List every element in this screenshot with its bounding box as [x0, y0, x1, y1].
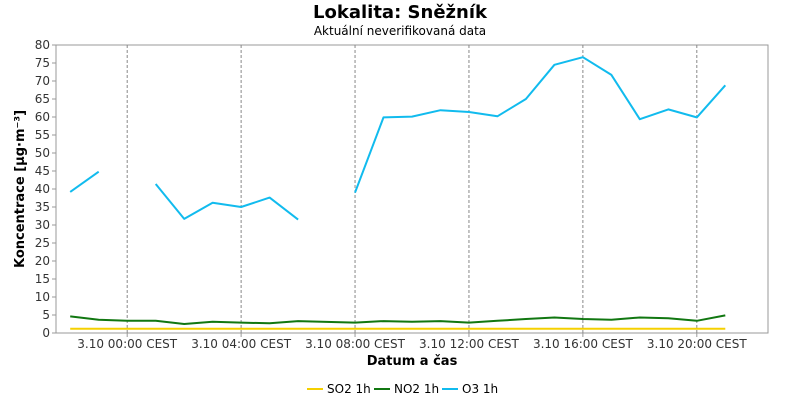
y-axis-ticks: 0 5 10 15 20 25 30 35 40 45 50 55 60 65 70 75 80: [35, 38, 56, 340]
x-axis-title: Datum a čas: [367, 354, 458, 369]
y-tick-label: 55: [35, 128, 50, 142]
x-tick-label: 3.10 08:00 CEST: [305, 337, 406, 351]
x-tick-label: 3.10 20:00 CEST: [647, 337, 748, 351]
series-line-o3: [69, 170, 100, 193]
y-tick-label: 30: [35, 218, 50, 232]
y-tick-label: 5: [42, 308, 50, 322]
y-tick-label: 70: [35, 74, 50, 88]
x-axis-ticks: 3.10 00:00 CEST 3.10 04:00 CEST 3.10 08:00…: [77, 333, 747, 351]
x-tick-label: 3.10 16:00 CEST: [533, 337, 634, 351]
y-tick-label: 35: [35, 200, 50, 214]
y-tick-label: 15: [35, 272, 50, 286]
y-axis-title: Koncentrace [µg·m⁻³]: [13, 110, 28, 268]
plot-area: [55, 44, 769, 334]
x-tick-label: 3.10 04:00 CEST: [191, 337, 292, 351]
y-tick-label: 50: [35, 146, 50, 160]
legend-label: O3 1h: [462, 382, 498, 396]
y-tick-label: 10: [35, 290, 50, 304]
y-tick-label: 25: [35, 236, 50, 250]
y-tick-label: 60: [35, 110, 50, 124]
chart-title: Lokalita: Sněžník: [313, 2, 488, 23]
y-tick-label: 65: [35, 92, 50, 106]
legend-label: NO2 1h: [394, 382, 439, 396]
series-line-no2: [70, 314, 726, 325]
series-line-o3: [354, 56, 727, 193]
y-tick-label: 0: [42, 326, 50, 340]
series-lines: [69, 56, 727, 330]
y-tick-label: 20: [35, 254, 50, 268]
legend: SO2 1h NO2 1h O3 1h: [307, 382, 498, 396]
grid-lines: [126, 45, 698, 333]
x-tick-label: 3.10 12:00 CEST: [419, 337, 520, 351]
series-line-o3: [154, 183, 299, 221]
x-tick-label: 3.10 00:00 CEST: [77, 337, 178, 351]
y-tick-label: 80: [35, 38, 50, 52]
legend-label: SO2 1h: [327, 382, 371, 396]
chart-subtitle: Aktuální neverifikovaná data: [314, 24, 486, 38]
y-tick-label: 40: [35, 182, 50, 196]
y-tick-label: 45: [35, 164, 50, 178]
y-tick-label: 75: [35, 56, 50, 70]
